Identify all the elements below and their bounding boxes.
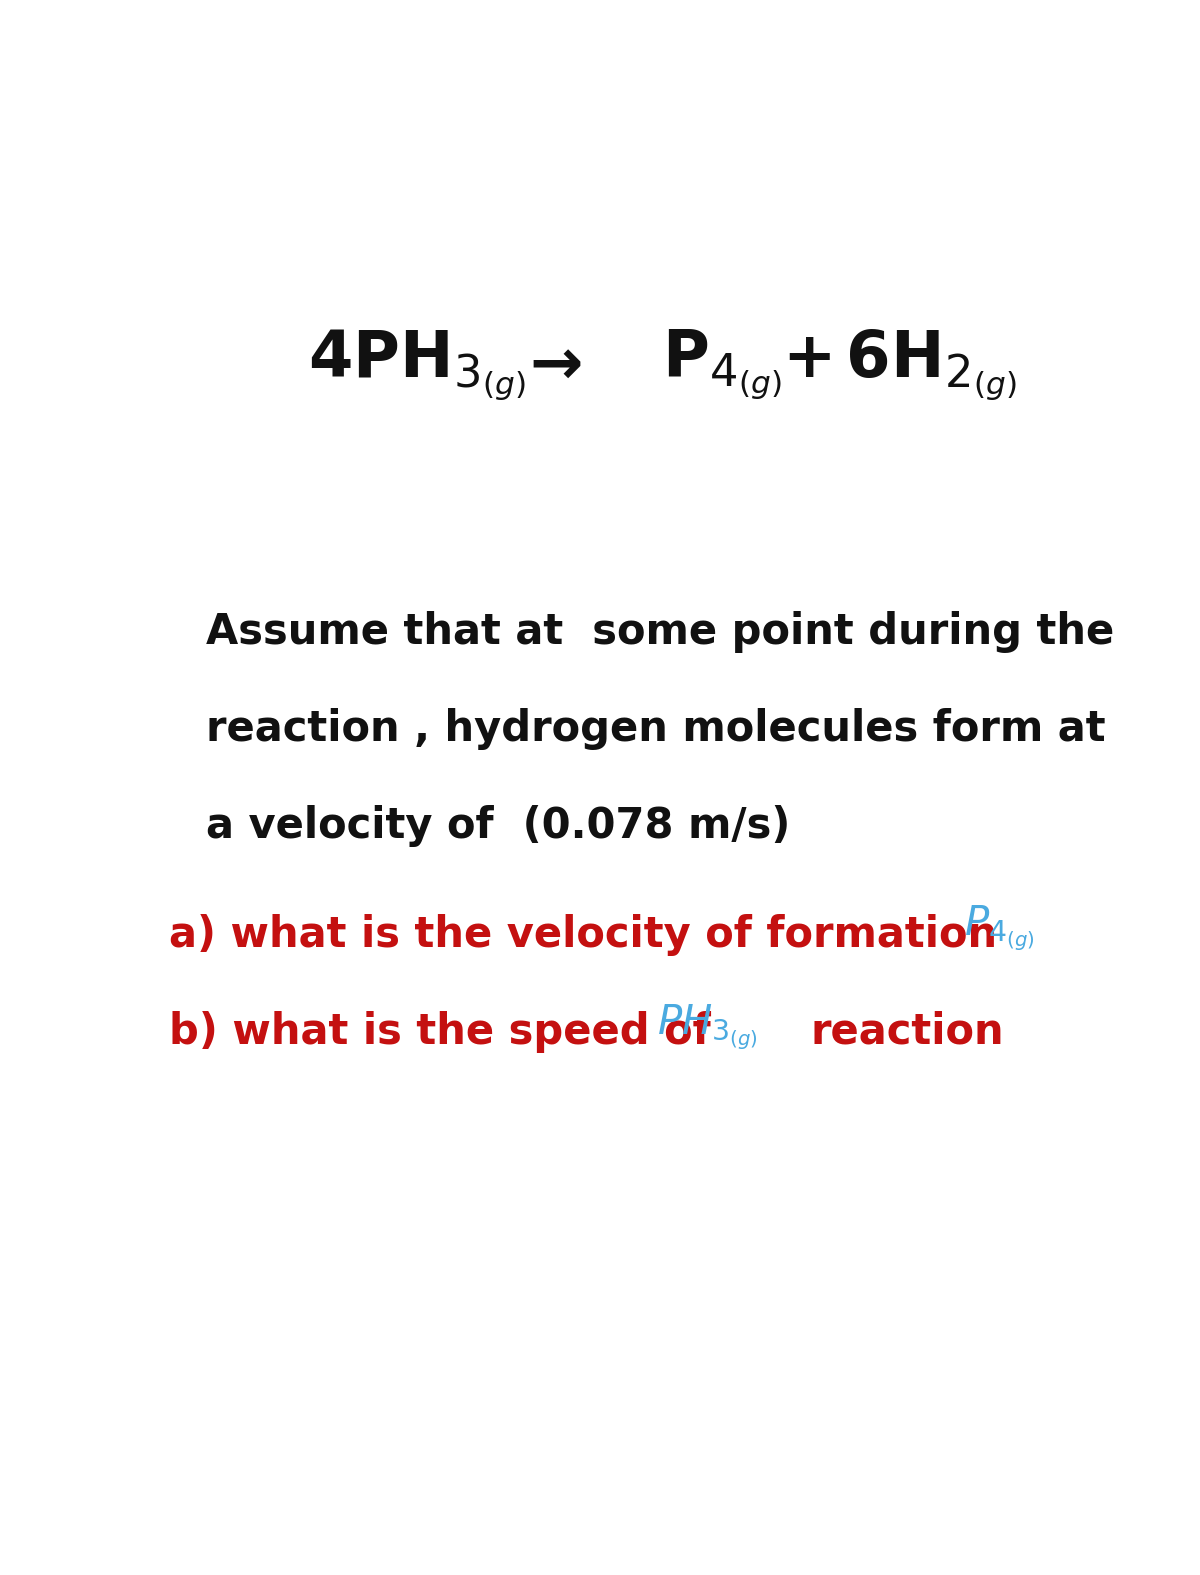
Text: $\mathit{P}_{4_{(g)}}$: $\mathit{P}_{4_{(g)}}$ [964, 904, 1034, 953]
Text: $\mathit{\mathbf{4PH}}_{3_{(g)}}$: $\mathit{\mathbf{4PH}}_{3_{(g)}}$ [308, 328, 526, 403]
Text: b) what is thе speed of: b) what is thе speed of [168, 1011, 725, 1052]
Text: a velocity of  (0.078 m/s): a velocity of (0.078 m/s) [206, 805, 790, 847]
Text: $\mathit{PH}_{3_{(g)}}$: $\mathit{PH}_{3_{(g)}}$ [656, 1002, 757, 1052]
Text: reaction , hydrogen molecules form at: reaction , hydrogen molecules form at [206, 707, 1105, 750]
Text: Assume that at  some point during the: Assume that at some point during the [206, 611, 1114, 652]
Text: reaction: reaction [810, 1011, 1004, 1052]
Text: $\mathbf{\rightarrow}$: $\mathbf{\rightarrow}$ [517, 334, 582, 395]
Text: $\mathit{\mathbf{+\,6H}}_{2_{(g)}}$: $\mathit{\mathbf{+\,6H}}_{2_{(g)}}$ [782, 328, 1018, 403]
Text: a) what is thе velocity of formation: a) what is thе velocity of formation [168, 913, 1012, 956]
Text: $\mathit{\mathbf{P}}_{4_{(g)}}$: $\mathit{\mathbf{P}}_{4_{(g)}}$ [661, 328, 781, 402]
